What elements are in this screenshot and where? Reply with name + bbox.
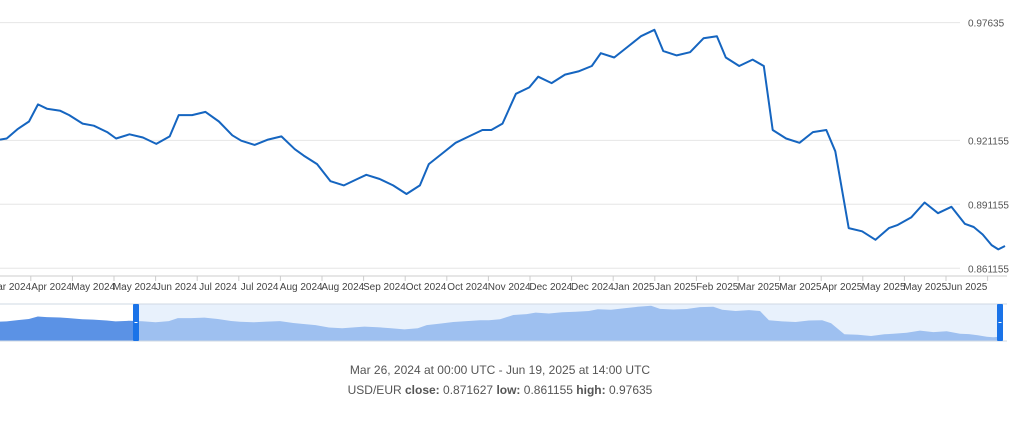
low-label: low: [496, 383, 521, 397]
navigator-selection[interactable] [136, 304, 1000, 341]
x-tick-label: May 2024 [71, 282, 115, 293]
x-tick-label: Sep 2024 [363, 282, 406, 293]
x-tick-label: Oct 2024 [406, 282, 447, 293]
navigator[interactable] [0, 303, 1007, 342]
y-tick-label: 0.861155 [968, 264, 1009, 275]
close-value: 0.871627 [443, 383, 494, 397]
high-value: 0.97635 [608, 383, 653, 397]
x-tick-label: May 2025 [903, 282, 947, 293]
x-tick-label: May 2025 [862, 282, 906, 293]
y-tick-label: 0.891155 [968, 200, 1009, 211]
x-tick-label: Mar 2025 [738, 282, 781, 293]
close-label: close: [405, 383, 440, 397]
usd-eur-chart[interactable]: 0.97635 0.921155 0.891155 0.861155 Mar 2024… [0, 0, 1024, 345]
x-tick-label: Jul 2024 [241, 282, 279, 293]
x-tick-label: Dec 2024 [529, 282, 572, 293]
stats-summary: USD/EUR close: 0.871627 low: 0.861155 hi… [0, 383, 1000, 397]
x-tick-label: Jul 2024 [199, 282, 237, 293]
x-tick-label: Oct 2024 [447, 282, 488, 293]
low-value: 0.861155 [523, 383, 573, 397]
chart-canvas: 0.97635 0.921155 0.891155 0.861155 Mar 2024… [0, 19, 1009, 342]
x-tick-label: Jan 2025 [655, 282, 697, 293]
x-tick-label: Mar 2024 [0, 282, 32, 293]
x-tick-label: Aug 2024 [321, 282, 364, 293]
x-tick-label: Jun 2025 [946, 282, 988, 293]
y-tick-label: 0.921155 [968, 136, 1009, 147]
pair-label: USD/EUR [347, 383, 402, 397]
x-tick-label: Jan 2025 [613, 282, 655, 293]
high-label: high: [576, 383, 606, 397]
date-range-label: Mar 26, 2024 at 00:00 UTC - Jun 19, 2025… [349, 363, 651, 377]
price-line-layer [0, 28, 1006, 251]
x-tick-label: Apr 2024 [31, 282, 72, 293]
x-tick-label: Jun 2024 [156, 282, 198, 293]
x-tick-label: Feb 2025 [696, 282, 739, 293]
y-axis-ticks: 0.97635 0.921155 0.891155 0.861155 [968, 19, 1009, 276]
x-tick-label: Nov 2024 [488, 282, 531, 293]
x-tick-label: Aug 2024 [280, 282, 323, 293]
x-tick-label: Apr 2025 [822, 282, 863, 293]
y-tick-label: 0.97635 [968, 19, 1005, 30]
x-tick-label: May 2024 [113, 282, 157, 293]
grid-lines [0, 22, 960, 269]
price-line [0, 28, 1006, 251]
x-tick-label: Dec 2024 [571, 282, 614, 293]
x-tick-label: Mar 2025 [779, 282, 822, 293]
